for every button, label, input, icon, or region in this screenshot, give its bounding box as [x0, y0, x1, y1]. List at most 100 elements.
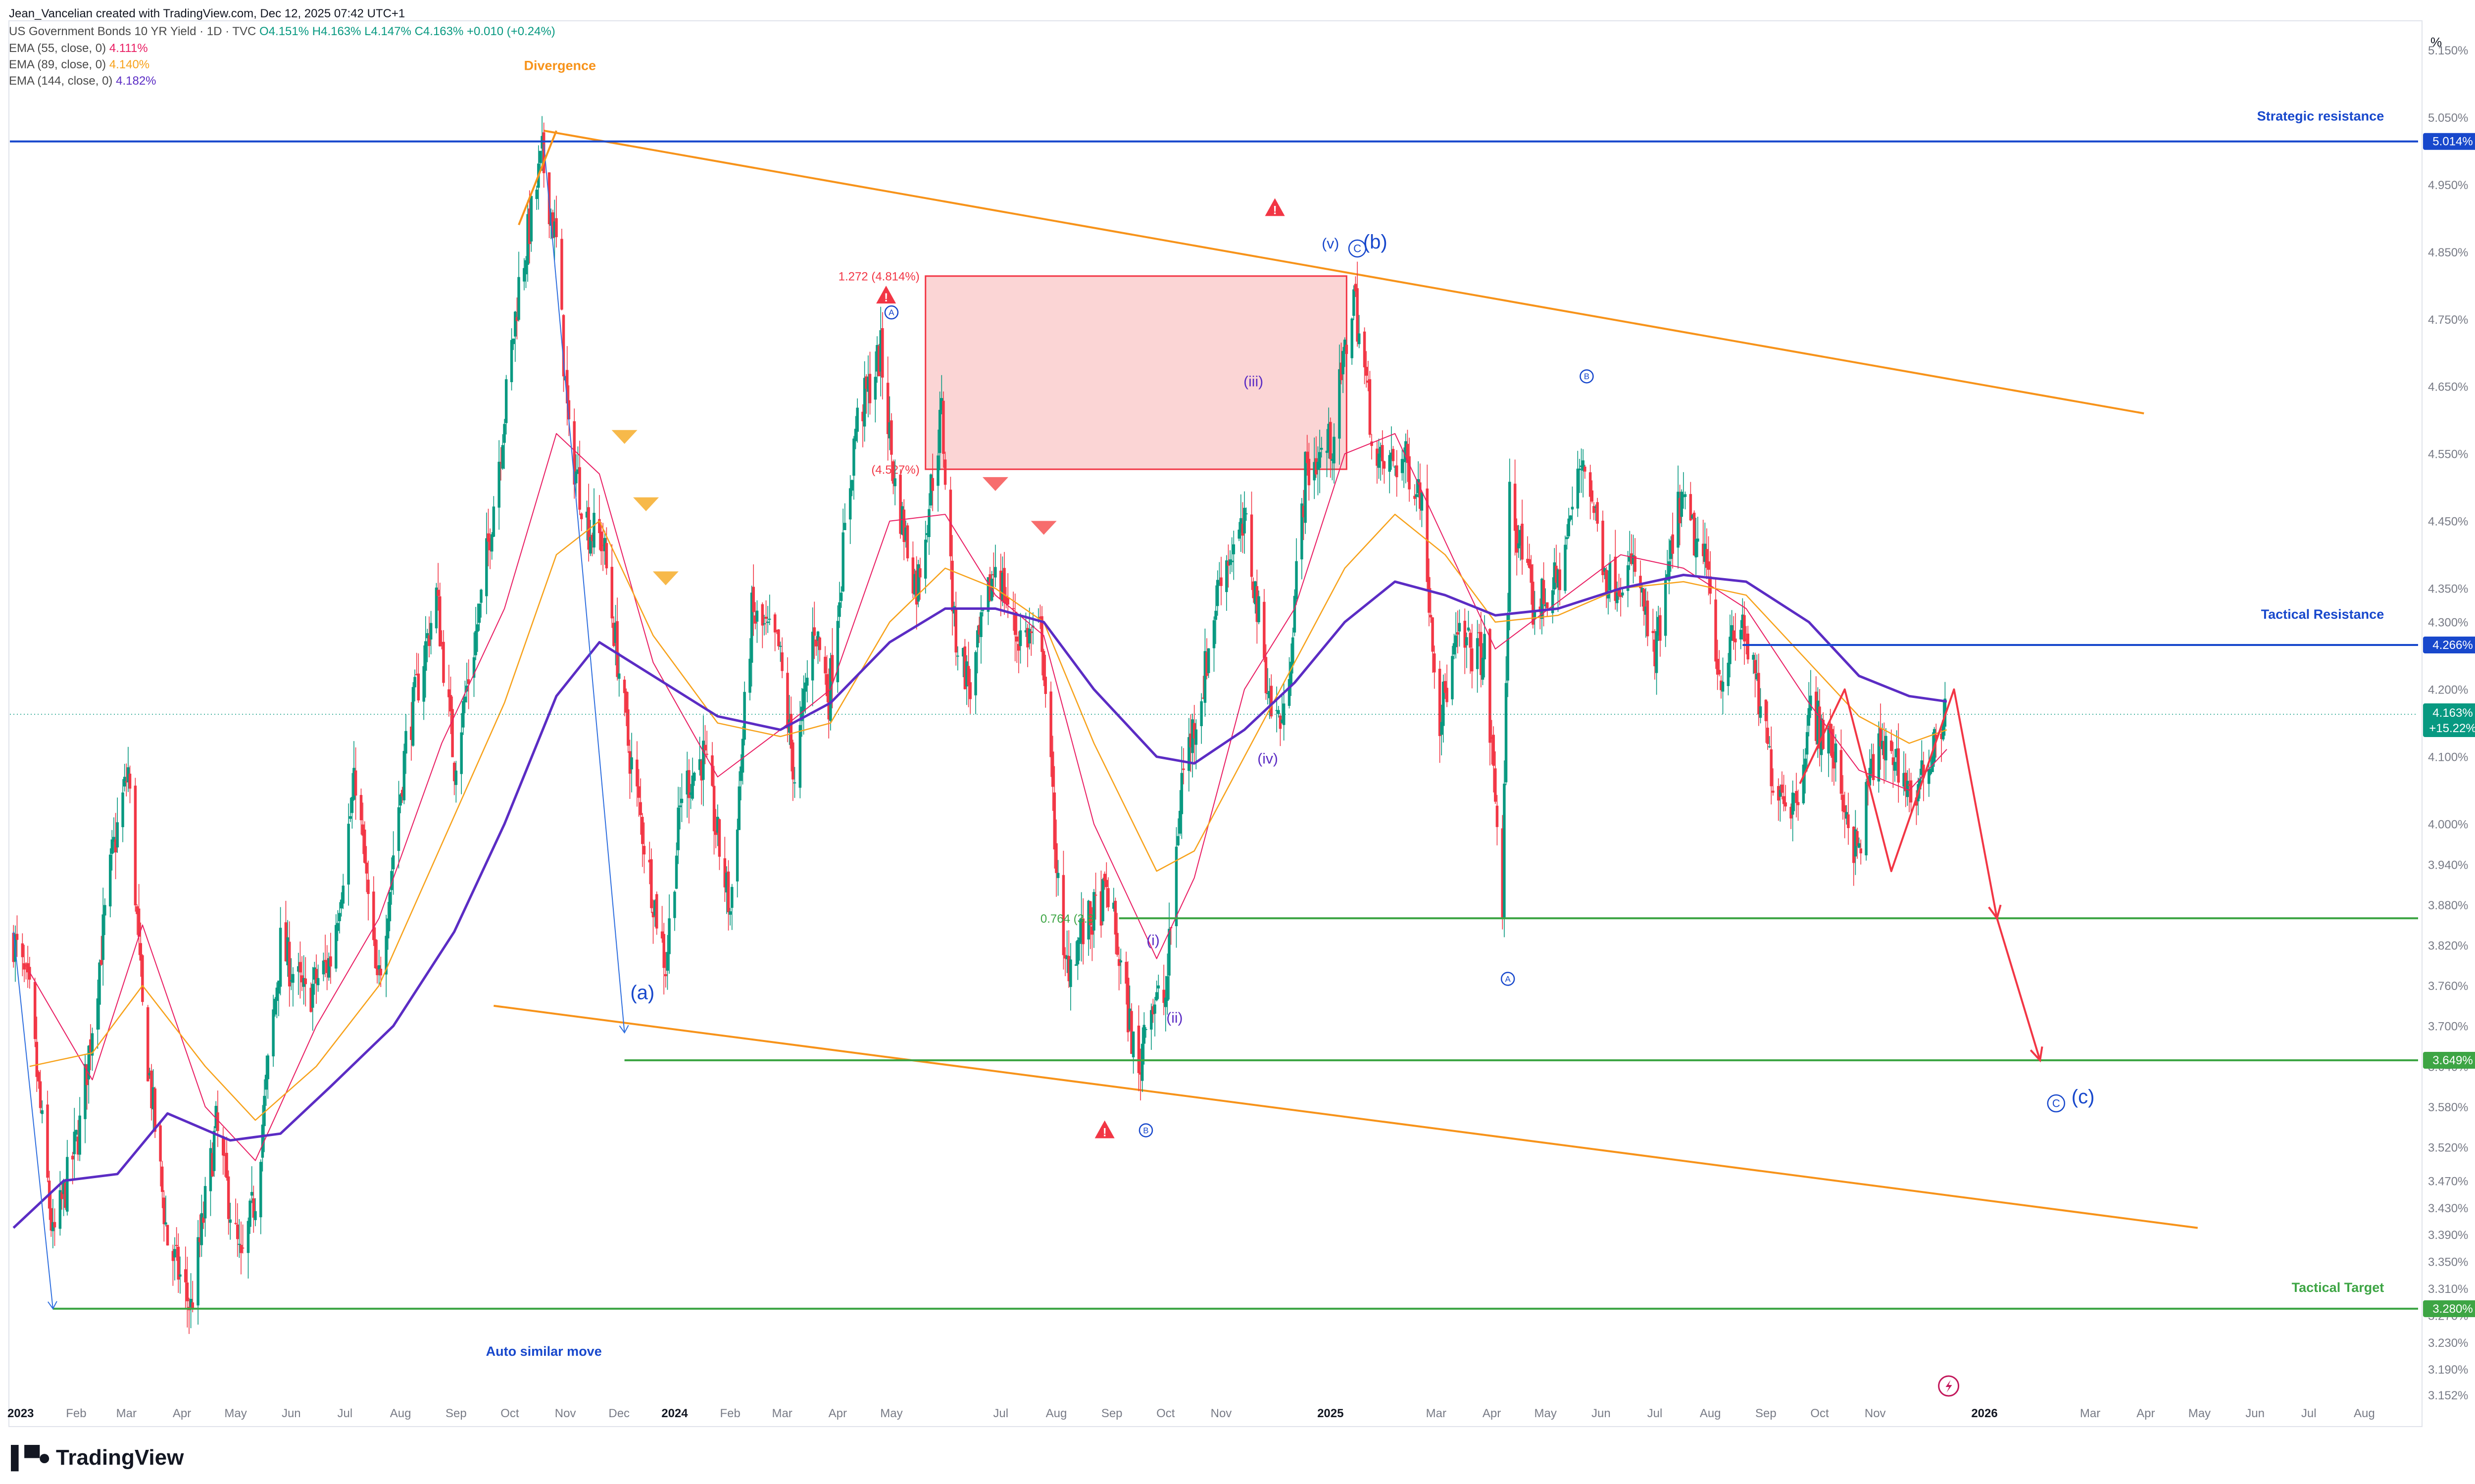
candle-body[interactable]: [35, 1041, 39, 1077]
candle-body[interactable]: [1266, 693, 1269, 694]
candle-body[interactable]: [1915, 797, 1918, 806]
candle-body[interactable]: [1743, 615, 1746, 642]
candle-body[interactable]: [191, 1302, 194, 1310]
candle-body[interactable]: [877, 346, 881, 377]
candle-body[interactable]: [487, 533, 490, 542]
candle-body[interactable]: [127, 767, 130, 783]
candle-body[interactable]: [1426, 488, 1429, 582]
candle-body[interactable]: [854, 429, 857, 442]
candle-body[interactable]: [1918, 778, 1922, 790]
candle-body[interactable]: [166, 1225, 169, 1246]
candle-body[interactable]: [754, 615, 757, 624]
candle-body[interactable]: [888, 422, 891, 439]
candle-body[interactable]: [1530, 564, 1533, 583]
candle-body[interactable]: [1255, 586, 1259, 622]
candle-body[interactable]: [480, 590, 483, 603]
candle-body[interactable]: [1906, 781, 1909, 797]
candle-body[interactable]: [1920, 760, 1924, 775]
candle-body[interactable]: [1465, 637, 1468, 645]
candle-body[interactable]: [1739, 630, 1742, 640]
candle-body[interactable]: [164, 1222, 167, 1225]
candle-body[interactable]: [1678, 497, 1682, 524]
candle-body[interactable]: [212, 1131, 216, 1171]
candle-body[interactable]: [85, 1064, 89, 1086]
candle-body[interactable]: [1616, 592, 1619, 603]
candle-body[interactable]: [755, 610, 759, 622]
candle-body[interactable]: [1884, 736, 1887, 761]
candle-body[interactable]: [1051, 751, 1054, 787]
candle-body[interactable]: [252, 1198, 255, 1218]
candle-body[interactable]: [980, 612, 983, 637]
candle-body[interactable]: [1363, 331, 1366, 368]
candle-body[interactable]: [1275, 710, 1278, 711]
candle-body[interactable]: [424, 641, 427, 671]
candle-body[interactable]: [198, 1237, 201, 1242]
candle-body[interactable]: [1291, 637, 1294, 666]
candle-body[interactable]: [91, 1033, 94, 1056]
candle-body[interactable]: [1028, 629, 1031, 643]
candle-body[interactable]: [1087, 900, 1090, 940]
candle-body[interactable]: [729, 911, 732, 915]
candle-body[interactable]: [1264, 657, 1268, 693]
candle-body[interactable]: [599, 531, 603, 551]
candle-body[interactable]: [1343, 340, 1346, 351]
candle-body[interactable]: [1203, 651, 1207, 703]
candle-body[interactable]: [628, 751, 632, 774]
candle-body[interactable]: [315, 969, 318, 984]
candle-body[interactable]: [387, 918, 390, 939]
candle-body[interactable]: [1053, 792, 1056, 850]
candle-body[interactable]: [662, 934, 665, 968]
candle-body[interactable]: [229, 1219, 232, 1223]
candle-body[interactable]: [1188, 737, 1190, 771]
candle-body[interactable]: [1653, 640, 1656, 667]
candle-body[interactable]: [999, 570, 1002, 599]
candle-body[interactable]: [1540, 579, 1543, 619]
candle-body[interactable]: [1304, 451, 1307, 523]
candle-body[interactable]: [1829, 723, 1832, 734]
candle-body[interactable]: [931, 478, 934, 491]
candle-body[interactable]: [530, 196, 533, 242]
candle-body[interactable]: [428, 635, 431, 646]
candle-body[interactable]: [1125, 962, 1128, 984]
candle-body[interactable]: [725, 872, 728, 892]
warning-icon[interactable]: [1094, 1120, 1115, 1138]
candle-body[interactable]: [792, 742, 794, 780]
candle-body[interactable]: [1103, 874, 1106, 881]
candle-body[interactable]: [1065, 955, 1069, 959]
candle-body[interactable]: [1230, 560, 1234, 562]
candle-body[interactable]: [1429, 615, 1433, 618]
candle-body[interactable]: [1705, 549, 1708, 568]
candle-body[interactable]: [666, 952, 669, 971]
candle-body[interactable]: [598, 519, 601, 534]
candle-body[interactable]: [238, 1243, 241, 1245]
candle-body[interactable]: [1090, 926, 1094, 935]
candle-body[interactable]: [39, 1081, 42, 1108]
candle-body[interactable]: [802, 689, 805, 712]
candle-body[interactable]: [1287, 679, 1291, 706]
candle-body[interactable]: [750, 593, 753, 663]
candle-body[interactable]: [1677, 492, 1680, 548]
candle-body[interactable]: [512, 339, 515, 345]
candle-body[interactable]: [1501, 828, 1504, 918]
candle-body[interactable]: [879, 330, 882, 372]
candle-body[interactable]: [376, 966, 379, 976]
candle-body[interactable]: [850, 480, 854, 491]
candle-body[interactable]: [222, 1136, 225, 1156]
candle-body[interactable]: [497, 461, 500, 508]
candle-body[interactable]: [567, 400, 571, 420]
candle-body[interactable]: [1352, 289, 1355, 316]
candle-body[interactable]: [1789, 806, 1792, 819]
candle-body[interactable]: [913, 574, 916, 595]
candle-body[interactable]: [1815, 692, 1818, 741]
candle-body[interactable]: [1144, 1029, 1147, 1030]
candle-body[interactable]: [718, 819, 721, 857]
candle-body[interactable]: [410, 726, 413, 740]
candle-body[interactable]: [1714, 599, 1717, 662]
candle-body[interactable]: [627, 709, 630, 746]
candle-body[interactable]: [1140, 1043, 1144, 1081]
candle-body[interactable]: [929, 474, 933, 506]
candle-body[interactable]: [1315, 458, 1318, 475]
candle-body[interactable]: [1463, 621, 1467, 648]
candle-body[interactable]: [73, 1132, 76, 1154]
candle-body[interactable]: [1307, 458, 1311, 486]
